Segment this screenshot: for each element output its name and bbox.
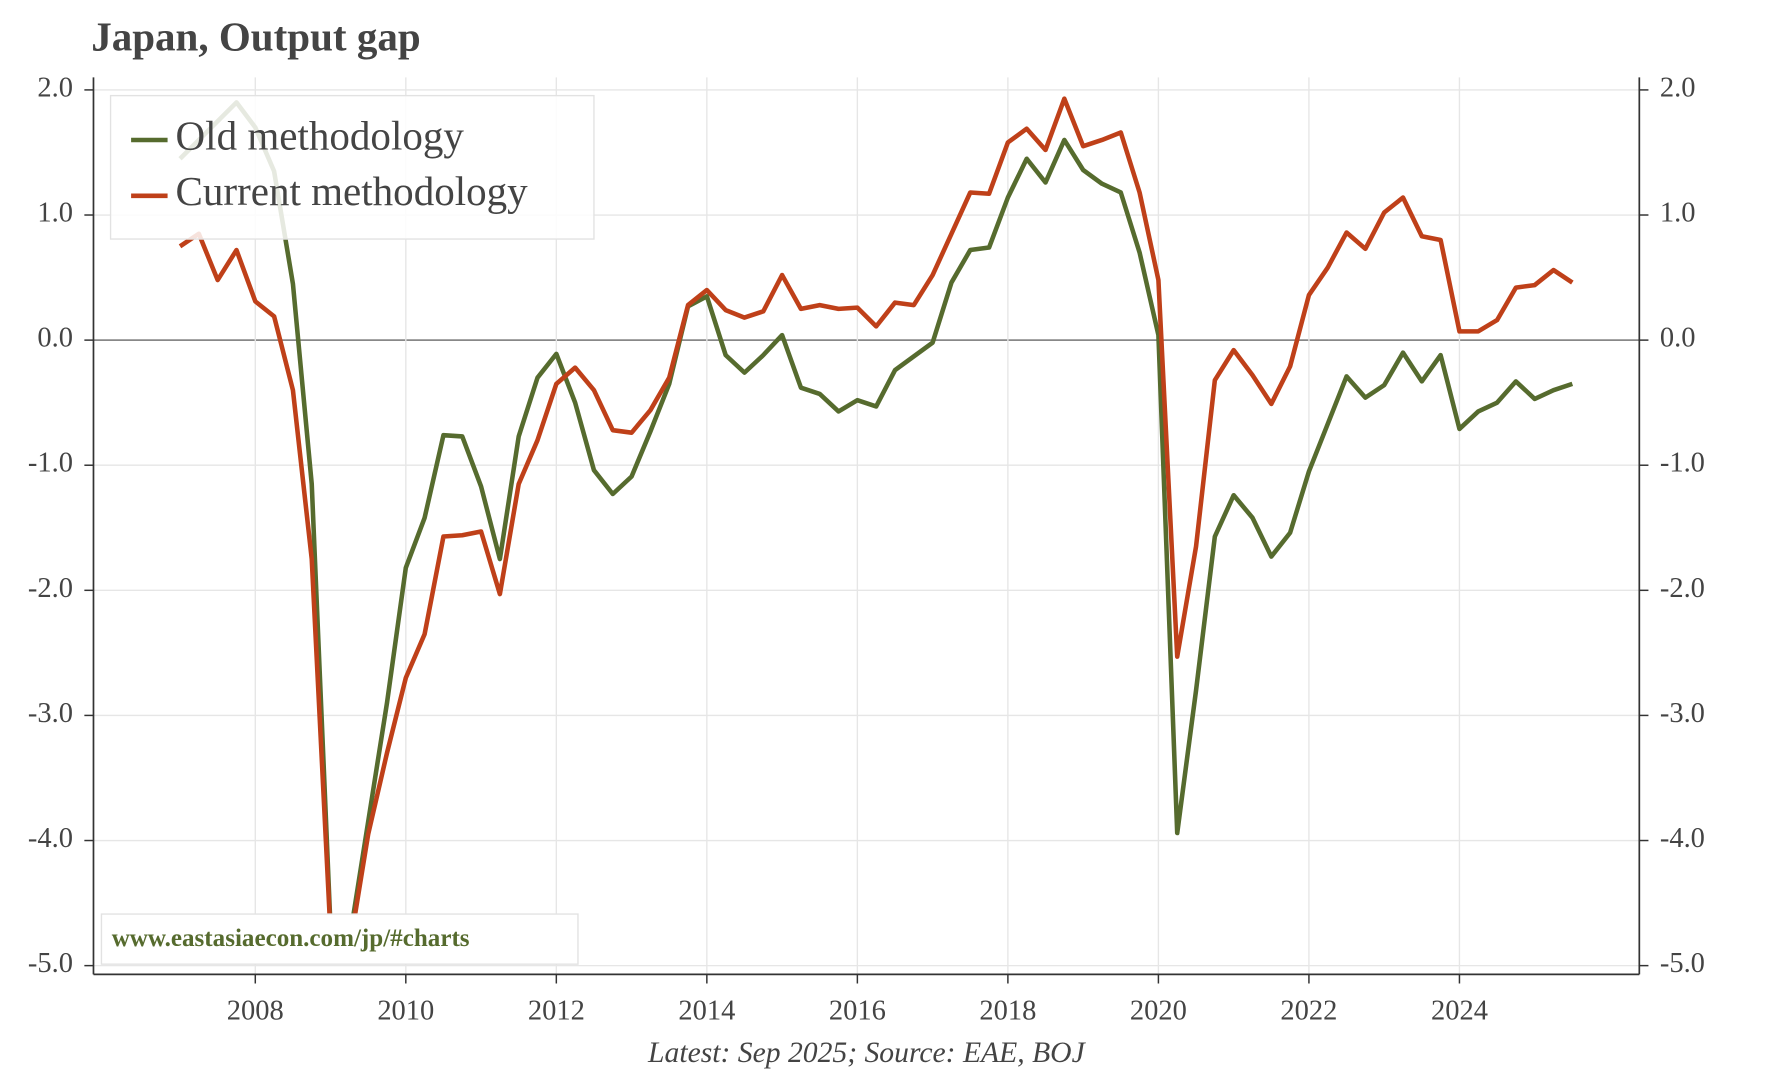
y2-tick-label: 2.0 xyxy=(1660,72,1696,103)
y-tick-label: -3.0 xyxy=(28,698,73,729)
x-tick-label: 2014 xyxy=(678,996,735,1027)
x-tick-label: 2024 xyxy=(1431,996,1488,1027)
x-tick-label: 2022 xyxy=(1280,996,1337,1027)
y2-tick-label: -2.0 xyxy=(1660,573,1705,604)
series-line xyxy=(178,100,1574,943)
x-tick-label: 2010 xyxy=(377,996,434,1027)
y-tick-label: -5.0 xyxy=(28,948,73,979)
y-tick-label: 2.0 xyxy=(37,72,73,103)
series-line xyxy=(178,96,1574,952)
x-tick-label: 2018 xyxy=(979,996,1036,1027)
y2-tick-label: -3.0 xyxy=(1660,698,1705,729)
y-tick-label: 1.0 xyxy=(37,198,73,229)
legend-box xyxy=(109,94,595,240)
note-box xyxy=(100,913,579,965)
y-tick-label: 0.0 xyxy=(37,323,73,354)
y2-tick-label: 1.0 xyxy=(1660,198,1696,229)
y2-tick-label: -4.0 xyxy=(1660,823,1705,854)
note: www.eastasiaecon.com/jp/#charts xyxy=(112,925,470,952)
x-tick-label: 2016 xyxy=(829,996,886,1027)
y-tick-label: -2.0 xyxy=(28,573,73,604)
legend-label: Old methodology xyxy=(176,112,465,158)
x-tick-label: 2012 xyxy=(528,996,585,1027)
footer: Latest: Sep 2025; Source: EAE, BOJ xyxy=(647,1037,1087,1069)
x-tick-label: 2020 xyxy=(1130,996,1187,1027)
chart-title: Japan, Output gap xyxy=(91,13,421,59)
x-tick-label: 2008 xyxy=(227,996,284,1027)
y2-tick-label: 0.0 xyxy=(1660,323,1696,354)
y-tick-label: -1.0 xyxy=(28,448,73,479)
y2-tick-label: -1.0 xyxy=(1660,448,1705,479)
y2-tick-label: -5.0 xyxy=(1660,948,1705,979)
legend: Old methodology Current methodology xyxy=(109,94,595,240)
legend-label: Current methodology xyxy=(176,168,529,214)
y-tick-label: -4.0 xyxy=(28,823,73,854)
